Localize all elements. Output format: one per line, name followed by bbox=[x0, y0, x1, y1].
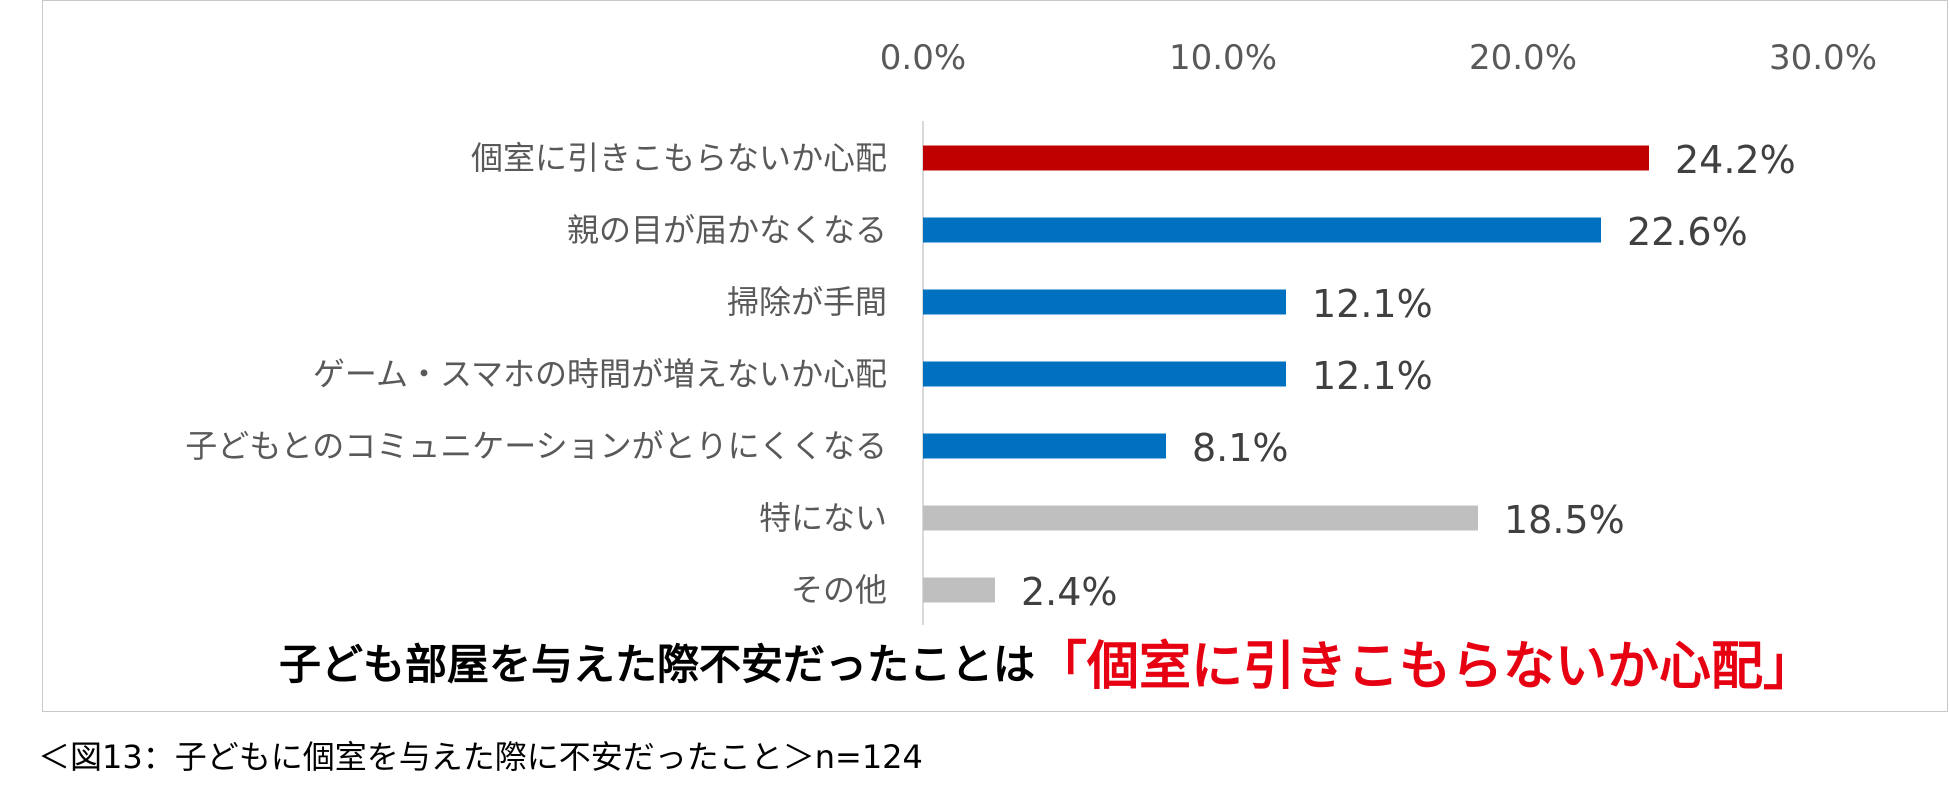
data-label: 8.1% bbox=[1192, 426, 1289, 470]
x-tick-label: 20.0% bbox=[1469, 38, 1577, 78]
bar bbox=[923, 361, 1286, 387]
category-label: 子どもとのコミュニケーションがとりにくくなる bbox=[185, 427, 887, 465]
category-label: その他 bbox=[791, 571, 887, 609]
chart-frame: 0.0% 10.0% 20.0% 30.0% 個室に引きこもらないか心配 24.2% 親の目… bbox=[42, 0, 1948, 712]
data-label: 12.1% bbox=[1312, 282, 1433, 326]
category-label: 個室に引きこもらないか心配 bbox=[471, 139, 887, 177]
category-label: ゲーム・スマホの時間が増えないか心配 bbox=[313, 355, 887, 393]
headline-lead: 子ども部屋を与えた際不安だったことは bbox=[279, 639, 1036, 689]
bar bbox=[923, 505, 1478, 531]
data-label: 22.6% bbox=[1627, 210, 1748, 254]
bar-chart: 0.0% 10.0% 20.0% 30.0% 個室に引きこもらないか心配 24.2% 親の目… bbox=[185, 38, 1877, 625]
category-label: 特にない bbox=[759, 499, 887, 537]
data-label: 18.5% bbox=[1504, 498, 1625, 542]
bar bbox=[923, 145, 1649, 171]
x-tick-label: 0.0% bbox=[880, 38, 966, 78]
category-label: 掃除が手間 bbox=[727, 283, 887, 321]
bar bbox=[923, 577, 995, 603]
headline: 子ども部屋を与えた際不安だったことは 「個室に引きこもらないか心配」 bbox=[279, 621, 1815, 701]
bar bbox=[923, 217, 1601, 243]
x-tick-label: 10.0% bbox=[1169, 38, 1277, 78]
data-label: 12.1% bbox=[1312, 354, 1433, 398]
figure-caption: ＜図13：子どもに個室を与えた際に不安だったこと＞n=124 bbox=[38, 738, 923, 776]
bar bbox=[923, 433, 1166, 459]
category-label: 親の目が届かなくなる bbox=[567, 211, 887, 249]
data-label: 2.4% bbox=[1021, 570, 1118, 614]
bar bbox=[923, 289, 1286, 315]
headline-accent: 「個室に引きこもらないか心配」 bbox=[1035, 636, 1816, 697]
data-label: 24.2% bbox=[1675, 138, 1796, 182]
x-tick-label: 30.0% bbox=[1769, 38, 1877, 78]
